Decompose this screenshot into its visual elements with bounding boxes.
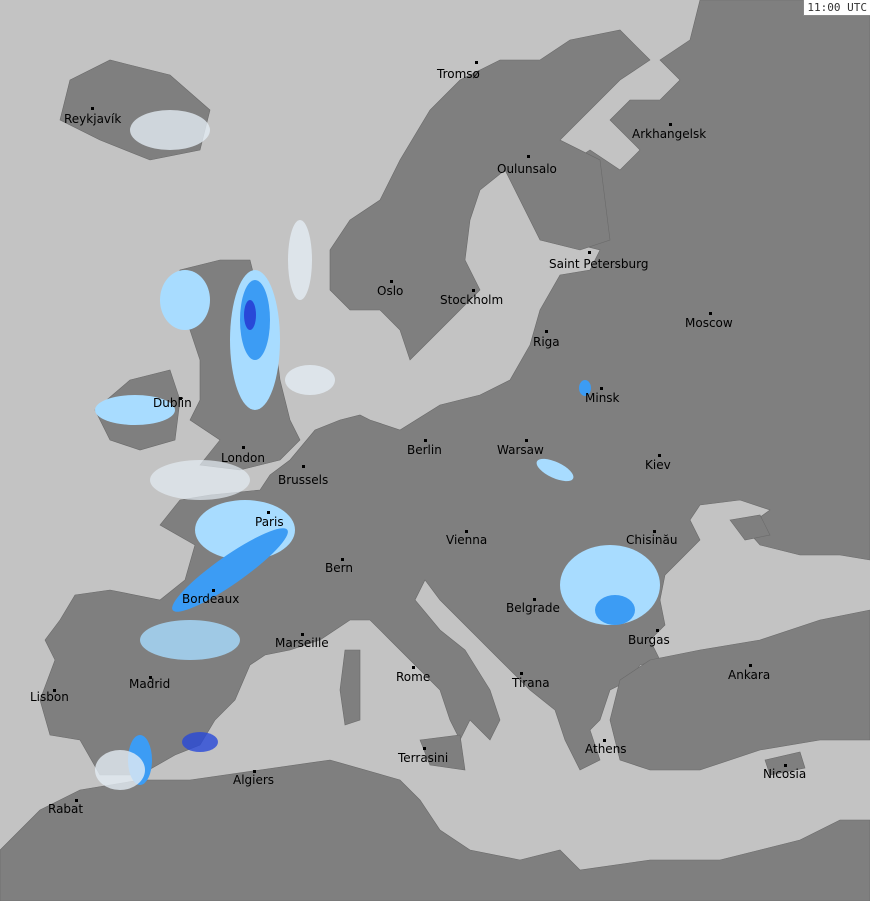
city-label: Moscow <box>685 316 733 330</box>
precip-light <box>560 545 660 625</box>
city-dot <box>545 330 548 333</box>
precip-heavy <box>244 300 256 330</box>
city-label: Athens <box>585 742 627 756</box>
city-label: Reykjavík <box>64 112 122 126</box>
city-label: Minsk <box>585 391 620 405</box>
city-label: Nicosia <box>763 767 807 781</box>
city-dot <box>424 439 427 442</box>
precip-medium <box>579 380 591 396</box>
precipitation <box>95 110 660 790</box>
land-scandinavia <box>329 29 651 361</box>
land-africa <box>0 759 870 901</box>
city-dot <box>179 397 182 400</box>
city-dot <box>749 664 752 667</box>
city-dot <box>149 676 152 679</box>
city-dot <box>656 629 659 632</box>
city-dot <box>600 387 603 390</box>
land-sardinia-corsica <box>339 649 361 726</box>
city-dot <box>603 739 606 742</box>
city-dot <box>423 747 426 750</box>
city-label: Stockholm <box>440 293 504 307</box>
city-label: Warsaw <box>497 443 544 457</box>
city-dot <box>669 123 672 126</box>
timestamp-label: 11:00 UTC <box>803 0 870 16</box>
city-label: Paris <box>255 515 284 529</box>
city-label: Riga <box>533 335 560 349</box>
city-label: Rabat <box>48 802 84 816</box>
city-label: Lisbon <box>30 690 69 704</box>
city-dot <box>242 446 245 449</box>
precip-light <box>160 270 210 330</box>
city-label: Brussels <box>278 473 329 487</box>
precip-trace <box>130 110 210 150</box>
city-label: Bern <box>325 561 353 575</box>
city-label: Kiev <box>645 458 671 472</box>
land-turkey <box>609 609 870 771</box>
city-label: Saint Petersburg <box>549 257 649 271</box>
city-label: Ankara <box>728 668 771 682</box>
city-dot <box>91 107 94 110</box>
city-label: Burgas <box>628 633 670 647</box>
city-dot <box>658 454 661 457</box>
city-label: Terrasini <box>398 751 449 765</box>
city-dot <box>588 251 591 254</box>
city-label: Algiers <box>233 773 275 787</box>
city-dot <box>653 530 656 533</box>
city-label: Marseille <box>275 636 329 650</box>
land-sicily <box>419 734 466 771</box>
city-dot <box>75 799 78 802</box>
city-label: Vienna <box>446 533 488 547</box>
city-dot <box>472 289 475 292</box>
precip-light <box>95 395 175 425</box>
city-dot <box>341 558 344 561</box>
city-label: Tromsø <box>437 67 480 81</box>
city-dot <box>475 61 478 64</box>
city-label: Bordeaux <box>182 592 240 606</box>
precip-light <box>140 620 240 660</box>
city-dot <box>302 465 305 468</box>
city-label: London <box>221 451 265 465</box>
city-label: Chisinău <box>626 533 678 547</box>
precip-medium <box>172 528 288 612</box>
precip-light <box>536 458 574 482</box>
city-label: Berlin <box>407 443 442 457</box>
city-label: Tirana <box>512 676 550 690</box>
city-dot <box>533 598 536 601</box>
city-dot <box>527 155 530 158</box>
city-label: Dublin <box>153 396 192 410</box>
city-dot <box>212 589 215 592</box>
precip-heavy <box>182 732 218 752</box>
land-continent <box>39 0 870 776</box>
city-dot <box>784 764 787 767</box>
city-label: Belgrade <box>506 601 560 615</box>
city-dot <box>465 530 468 533</box>
city-label: Madrid <box>129 677 171 691</box>
city-dot <box>412 666 415 669</box>
land-cyprus <box>764 751 806 776</box>
city-dot <box>301 633 304 636</box>
city-dot <box>525 439 528 442</box>
city-dot <box>390 280 393 283</box>
city-label: Oslo <box>377 284 404 298</box>
precip-trace <box>285 365 335 395</box>
city-dot <box>709 312 712 315</box>
city-dot <box>53 689 56 692</box>
precip-trace <box>150 460 250 500</box>
city-dot <box>520 672 523 675</box>
land-crimea <box>729 514 771 541</box>
city-dot <box>253 770 256 773</box>
precip-trace <box>95 750 145 790</box>
city-label: Oulunsalo <box>497 162 557 176</box>
city-label: Arkhangelsk <box>632 127 707 141</box>
precip-medium <box>595 595 635 625</box>
city-dot <box>267 511 270 514</box>
city-label: Rome <box>396 670 431 684</box>
precip-trace <box>288 220 312 300</box>
